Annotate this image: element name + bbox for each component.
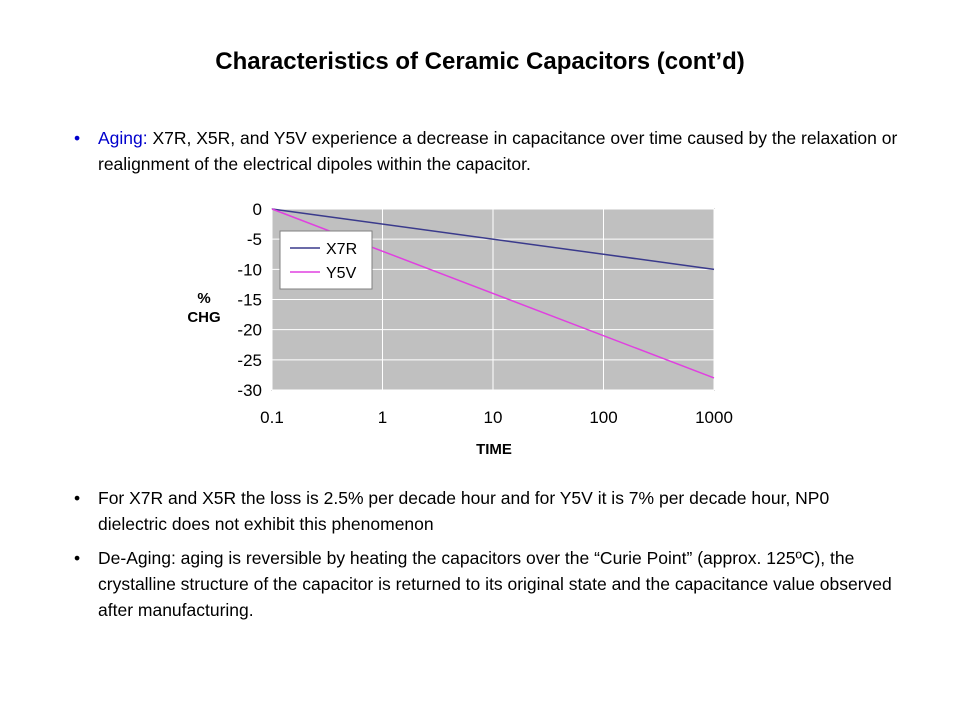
y-tick-label: -15 <box>237 291 262 310</box>
bullet-de-aging: • De-Aging: aging is reversible by heati… <box>74 545 894 623</box>
bullet-glyph: • <box>74 128 81 148</box>
bullet-glyph: • <box>74 548 81 568</box>
y-tick-label: -20 <box>237 321 262 340</box>
slide-title: Characteristics of Ceramic Capacitors (c… <box>215 48 745 75</box>
legend-label-x7r: X7R <box>326 241 357 258</box>
aging-description: X7R, X5R, and Y5V experience a decrease … <box>98 128 898 174</box>
x-tick-label: 1000 <box>695 408 733 427</box>
y-tick-label: -5 <box>247 230 262 249</box>
aging-chart: 0 -5 -10 -15 -20 -25 -30 0.1 1 10 100 1000 % CHG TI… <box>187 200 733 458</box>
y-tick-label: -25 <box>237 351 262 370</box>
bullet-text: De-Aging: aging is reversible by heating… <box>98 548 892 620</box>
x-axis-label: TIME <box>476 441 512 458</box>
x-tick-label: 1 <box>378 408 387 427</box>
bullet-text: For X7R and X5R the loss is 2.5% per dec… <box>98 488 830 534</box>
series-line-x7r <box>271 208 715 271</box>
aging-keyword: Aging: <box>98 128 148 148</box>
x-tick-label: 0.1 <box>260 408 284 427</box>
bullet-text: Aging: X7R, X5R, and Y5V experience a de… <box>98 125 904 177</box>
y-tick-label: -10 <box>237 260 262 279</box>
legend-box <box>279 230 373 290</box>
y-tick-label: -30 <box>237 381 262 400</box>
x-tick-label: 10 <box>484 408 503 427</box>
tick-labels: 0 -5 -10 -15 -20 -25 -30 0.1 1 10 100 1000 <box>237 200 732 427</box>
bullet-aging: • Aging: X7R, X5R, and Y5V experience a … <box>74 125 904 177</box>
y-axis-label-line2: CHG <box>187 309 220 326</box>
y-axis-label-line1: % <box>197 290 210 307</box>
bullet-glyph: • <box>74 488 81 508</box>
bullet-loss-rate: • For X7R and X5R the loss is 2.5% per d… <box>74 485 874 537</box>
legend-label-y5v: Y5V <box>326 265 357 282</box>
x-tick-label: 100 <box>589 408 617 427</box>
y-tick-label: 0 <box>253 200 262 219</box>
